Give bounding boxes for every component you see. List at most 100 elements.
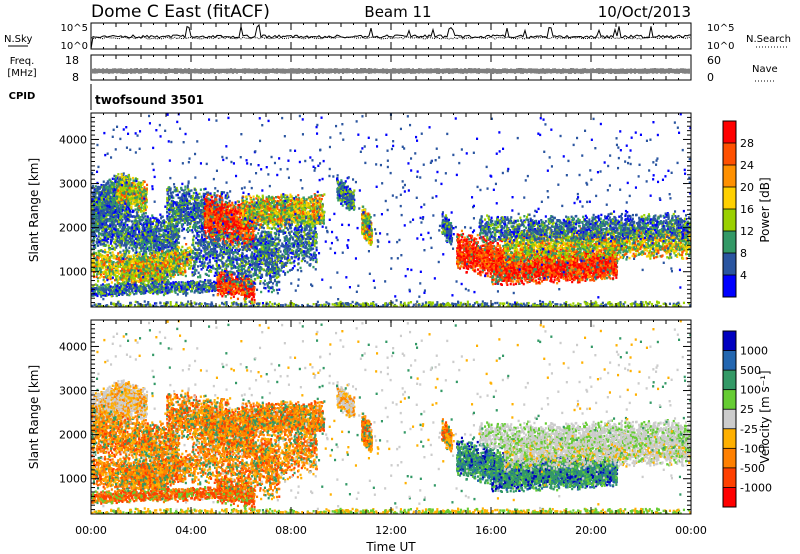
power-cell: [93, 194, 95, 196]
power-cell: [140, 250, 142, 252]
power-cell: [105, 229, 107, 231]
power-cell: [154, 254, 156, 256]
power-cell: [101, 216, 103, 218]
power-cell: [107, 202, 109, 204]
power-cell: [117, 173, 119, 175]
power-cell: [130, 202, 132, 204]
power-cell: [160, 241, 162, 243]
power-cell: [149, 241, 151, 243]
power-cell: [120, 187, 122, 189]
power-cell: [154, 267, 156, 269]
power-cell: [140, 270, 142, 272]
power-cell: [116, 215, 118, 217]
power-cell: [109, 224, 111, 226]
power-cell: [98, 232, 100, 234]
power-cell: [163, 275, 165, 277]
power-cell: [141, 207, 143, 209]
power-cell: [103, 263, 105, 265]
power-cell: [174, 268, 176, 270]
power-cell: [140, 282, 142, 284]
power-cell: [99, 200, 101, 202]
station-title: Dome C East (fitACF): [91, 2, 270, 22]
power-cell: [122, 226, 124, 228]
power-cell: [159, 237, 161, 239]
power-cell: [174, 257, 176, 259]
power-cell: [143, 285, 145, 287]
power-cell: [137, 203, 139, 205]
power-cell: [101, 223, 103, 225]
power-cell: [171, 270, 173, 272]
freq-label-line2: [MHz]: [7, 68, 36, 79]
power-cell: [99, 254, 101, 256]
power-cell: [165, 251, 167, 253]
power-cell: [100, 271, 102, 273]
power-cell: [125, 265, 127, 267]
power-cell: [148, 259, 150, 261]
power-cell: [139, 253, 141, 255]
power-cell: [110, 183, 112, 185]
power-cell: [130, 198, 132, 200]
power-cell: [199, 280, 201, 282]
power-cell: [123, 172, 125, 174]
power-cell: [110, 273, 112, 275]
power-cell: [163, 254, 165, 256]
power-cell: [120, 237, 122, 239]
power-cell: [155, 244, 157, 246]
power-cell: [128, 247, 130, 249]
power-cell: [132, 190, 134, 192]
power-cell: [147, 280, 149, 282]
power-cell: [124, 242, 126, 244]
power-cell: [121, 268, 123, 270]
power-cell: [185, 275, 187, 277]
power-cell: [92, 198, 94, 200]
power-cell: [144, 221, 146, 223]
power-cell: [121, 234, 123, 236]
power-cell: [131, 276, 133, 278]
power-cell: [129, 227, 131, 229]
power-cell: [138, 280, 140, 282]
power-cell: [139, 221, 141, 223]
power-cell: [107, 254, 109, 256]
power-cell: [137, 243, 139, 245]
power-cell: [119, 226, 121, 228]
power-cell: [103, 243, 105, 245]
power-cell: [132, 177, 134, 179]
power-cell: [149, 292, 151, 294]
power-cell: [129, 262, 131, 264]
power-cell: [207, 289, 209, 291]
power-cell: [161, 229, 163, 231]
power-cell: [109, 252, 111, 254]
power-cell: [132, 202, 134, 204]
rti-plot: Dome C East (fitACF) Beam 11 10/Oct/2013…: [0, 0, 800, 554]
power-cell: [101, 275, 103, 277]
power-cell: [168, 255, 170, 257]
power-cell: [118, 273, 120, 275]
power-cell: [113, 182, 115, 184]
power-cell: [167, 231, 169, 233]
power-cell: [129, 238, 131, 240]
power-cell: [167, 241, 169, 243]
power-cell: [179, 268, 181, 270]
power-cell: [161, 267, 163, 269]
power-cell: [127, 195, 129, 197]
power-cell: [121, 199, 123, 201]
power-cell: [145, 257, 147, 259]
power-cell: [133, 200, 135, 202]
power-cell: [143, 189, 145, 191]
power-cell: [106, 214, 108, 216]
power-cell: [148, 265, 150, 267]
power-cell: [138, 274, 140, 276]
power-cell: [136, 212, 138, 214]
power-cell: [121, 173, 123, 175]
power-cell: [119, 192, 121, 194]
power-cell: [97, 256, 99, 258]
power-cell: [101, 266, 103, 268]
power-cell: [143, 186, 145, 188]
power-cell: [214, 290, 216, 292]
power-cell: [95, 269, 97, 271]
power-cell: [111, 262, 113, 264]
power-cell: [146, 241, 148, 243]
cpid-value: twofsound 3501: [95, 93, 204, 107]
power-cell: [149, 278, 151, 280]
power-cell: [159, 285, 161, 287]
